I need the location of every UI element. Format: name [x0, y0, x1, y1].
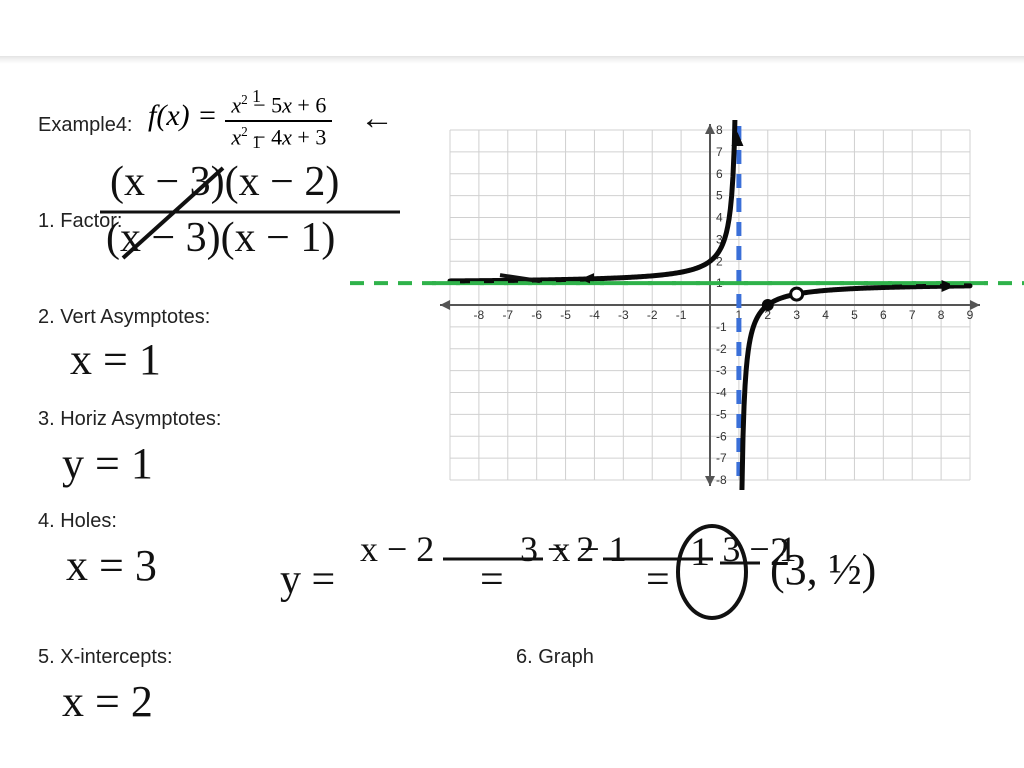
- svg-text:7: 7: [716, 145, 723, 159]
- svg-text:-8: -8: [716, 473, 727, 487]
- example-label: Example4:: [38, 114, 133, 137]
- svg-text:-1: -1: [676, 308, 687, 322]
- work-eq1: =: [480, 556, 504, 604]
- work-f1-num: x − 2: [360, 529, 434, 569]
- svg-text:-3: -3: [618, 308, 629, 322]
- holes-answer: x = 3: [66, 540, 157, 591]
- work-y-equals: y =: [280, 556, 335, 604]
- step5-label: 5. X-intercepts:: [38, 646, 173, 669]
- work-point: (3, ½): [770, 544, 876, 595]
- step4-label: 4. Holes:: [38, 510, 117, 533]
- svg-text:-6: -6: [716, 429, 727, 443]
- vert-asymptote-answer: x = 1: [70, 334, 161, 385]
- svg-text:-4: -4: [589, 308, 600, 322]
- svg-text:6: 6: [716, 167, 723, 181]
- cancel-slash: [108, 158, 258, 268]
- svg-text:-3: -3: [716, 364, 727, 378]
- worksheet-page: { "header": { "example_label": "Example4…: [0, 0, 1024, 768]
- function-definition: f(x) = x2 − 5x + 6 x2 − 4x + 3: [148, 92, 332, 151]
- svg-text:-4: -4: [716, 386, 727, 400]
- svg-text:6: 6: [880, 308, 887, 322]
- top-divider: [0, 56, 1024, 64]
- coordinate-graph: -8-7-6-5-4-3-2-112345678987654321-1-2-3-…: [430, 120, 990, 490]
- svg-text:-1: -1: [716, 320, 727, 334]
- svg-text:-5: -5: [716, 407, 727, 421]
- svg-text:9: 9: [967, 308, 974, 322]
- svg-text:4: 4: [822, 308, 829, 322]
- work-eq2: =: [646, 556, 670, 604]
- step2-label: 2. Vert Asymptotes:: [38, 306, 210, 329]
- svg-text:-7: -7: [716, 451, 727, 465]
- step6-label: 6. Graph: [516, 646, 594, 669]
- xint-answer: x = 2: [62, 676, 153, 727]
- svg-text:3: 3: [793, 308, 800, 322]
- coeff-mark-top: 1: [252, 86, 261, 107]
- work-f2-num: 3 − 2: [520, 529, 594, 569]
- svg-text:8: 8: [938, 308, 945, 322]
- fx-lhs: f(x) =: [148, 99, 217, 132]
- arrow-note: ←: [360, 100, 394, 138]
- svg-text:5: 5: [851, 308, 858, 322]
- svg-text:4: 4: [716, 211, 723, 225]
- svg-text:-6: -6: [531, 308, 542, 322]
- svg-text:-2: -2: [647, 308, 658, 322]
- coeff-mark-bot: 1: [252, 132, 261, 153]
- horiz-asymptote-answer: y = 1: [62, 438, 153, 489]
- svg-text:-8: -8: [474, 308, 485, 322]
- fx-fraction: x2 − 5x + 6 x2 − 4x + 3: [225, 92, 332, 151]
- svg-text:-7: -7: [502, 308, 513, 322]
- svg-text:8: 8: [716, 123, 723, 137]
- svg-text:7: 7: [909, 308, 916, 322]
- step3-label: 3. Horiz Asymptotes:: [38, 408, 221, 431]
- circle-half: [672, 522, 752, 622]
- svg-text:-2: -2: [716, 342, 727, 356]
- svg-text:5: 5: [716, 189, 723, 203]
- svg-text:-5: -5: [560, 308, 571, 322]
